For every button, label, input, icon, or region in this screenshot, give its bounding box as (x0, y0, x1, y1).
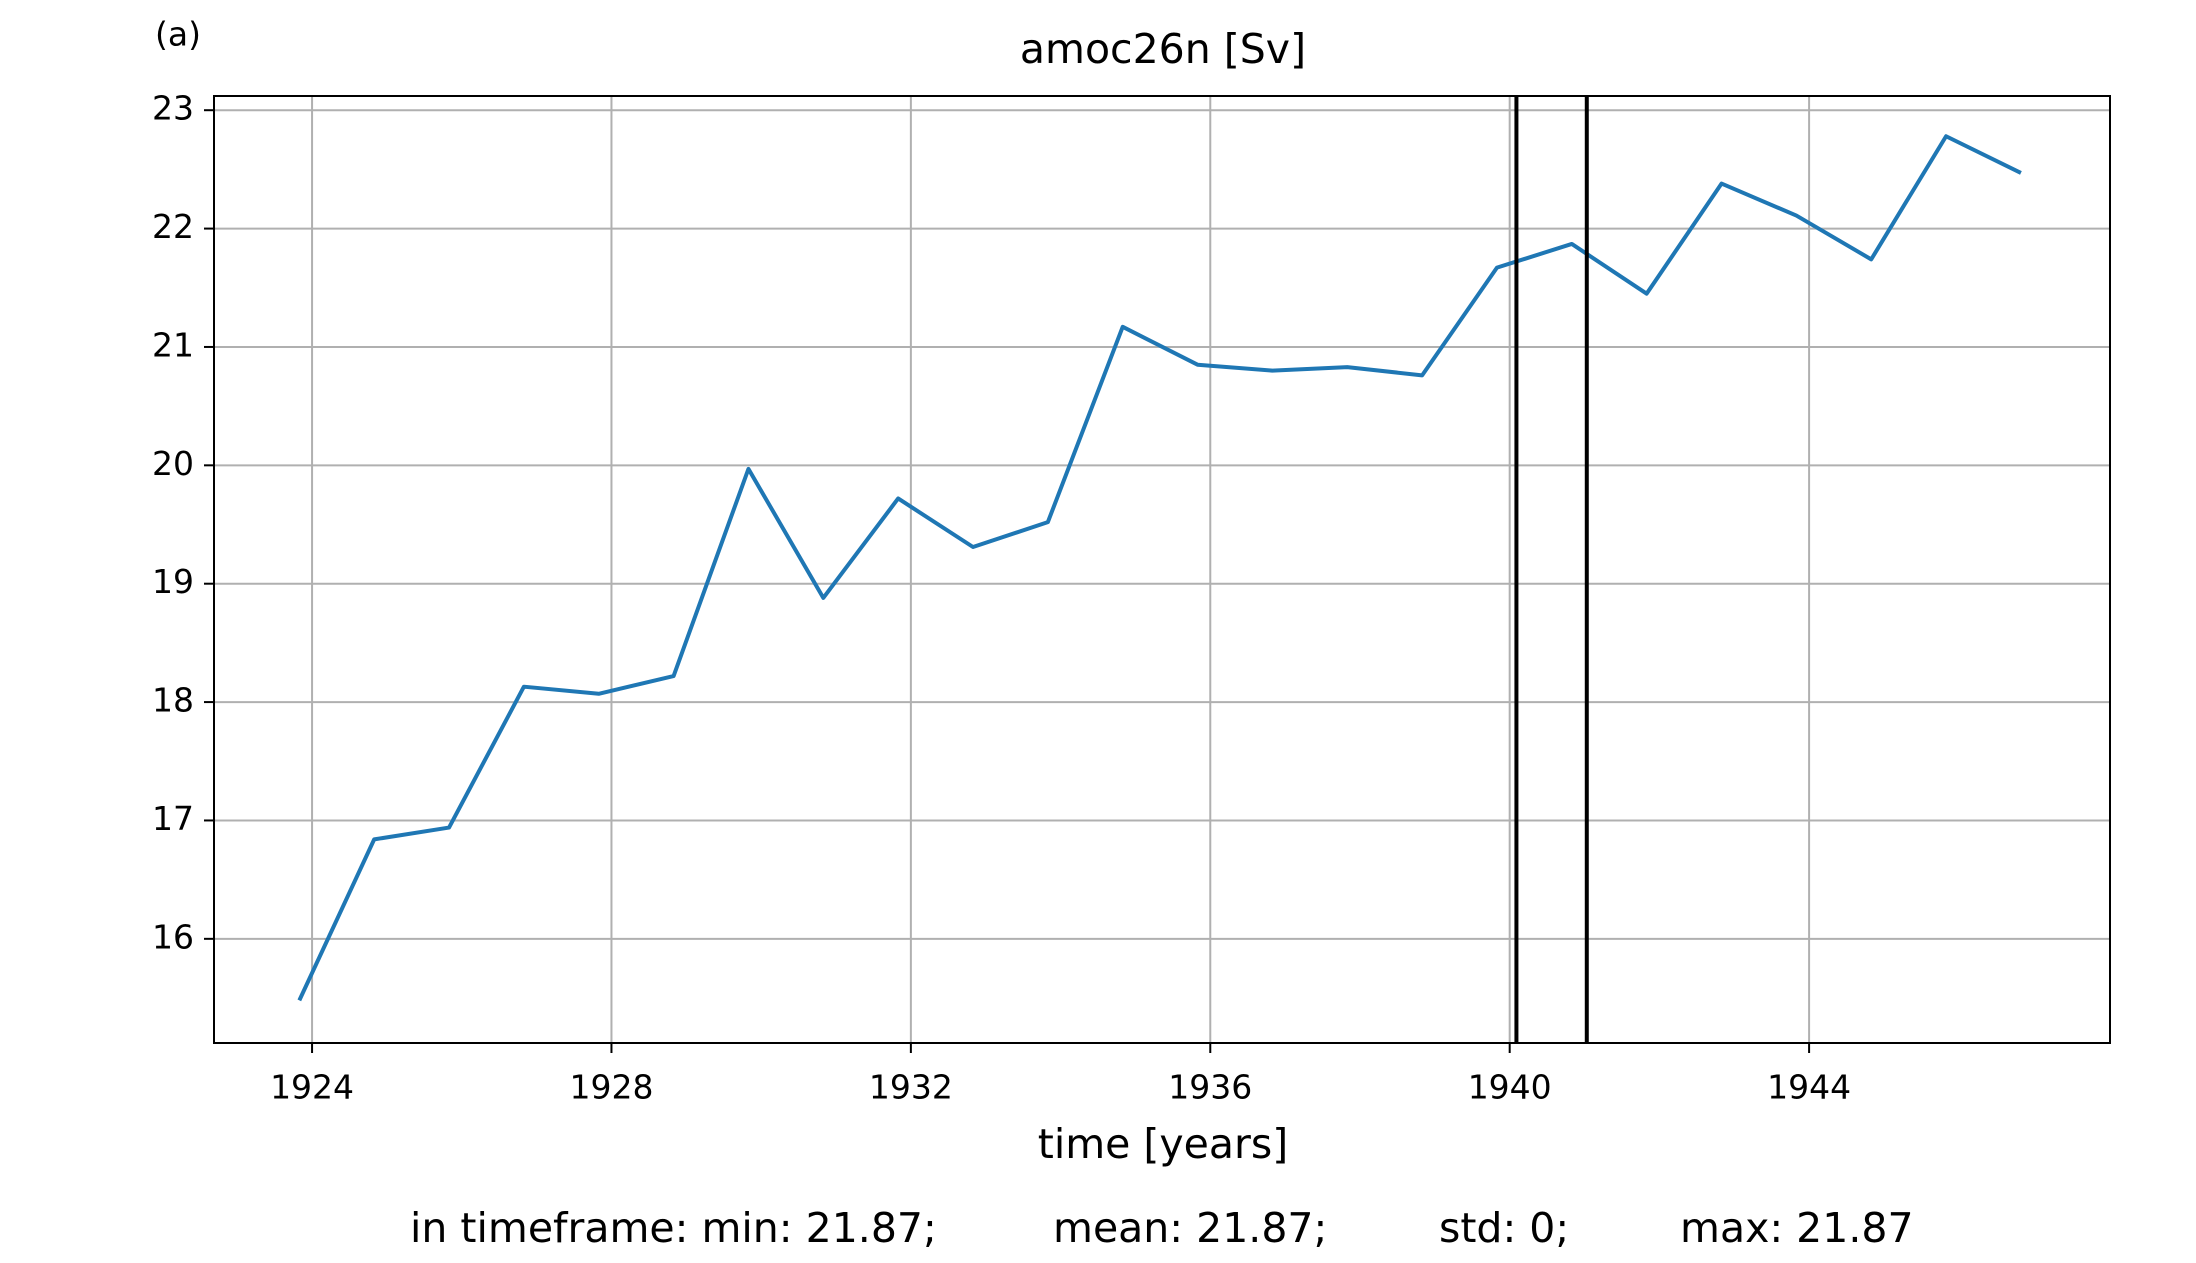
y-tick-label: 16 (152, 917, 194, 956)
panel-label: (a) (155, 15, 201, 54)
chart-title: amoc26n [Sv] (1020, 25, 1306, 73)
y-tick-label: 17 (152, 799, 194, 838)
footer-stat: max: 21.87 (1680, 1204, 1914, 1252)
y-tick-label: 20 (152, 444, 194, 483)
y-tick-label: 22 (152, 207, 194, 246)
footer-stat: std: 0; (1439, 1204, 1569, 1252)
plot-frame (213, 95, 2111, 1044)
footer-stat: mean: 21.87; (1053, 1204, 1327, 1252)
x-axis-label: time [years] (1038, 1120, 1288, 1168)
data-line (297, 134, 2022, 1002)
x-tick-label: 1944 (1767, 1068, 1851, 1107)
x-tick-label: 1936 (1168, 1068, 1252, 1107)
y-tick-label: 21 (152, 325, 194, 364)
x-tick-label: 1940 (1468, 1068, 1552, 1107)
x-tick-label: 1928 (569, 1068, 653, 1107)
y-tick-label: 18 (152, 681, 194, 720)
x-tick-label: 1924 (270, 1068, 354, 1107)
x-tick-label: 1932 (869, 1068, 953, 1107)
y-tick-label: 23 (152, 89, 194, 128)
footer-stat: in timeframe: min: 21.87; (410, 1204, 937, 1252)
y-tick-label: 19 (152, 562, 194, 601)
